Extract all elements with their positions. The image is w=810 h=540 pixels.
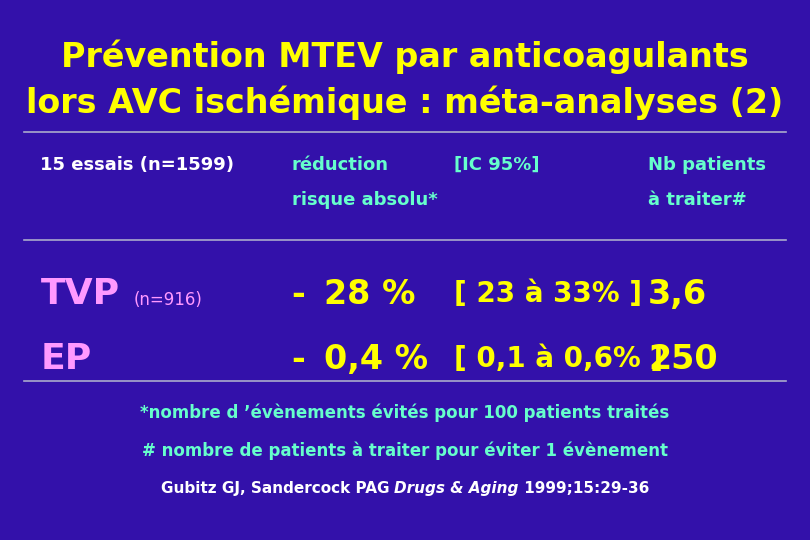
Text: *nombre d ’évènements évités pour 100 patients traités: *nombre d ’évènements évités pour 100 pa…: [140, 404, 670, 422]
Text: 3,6: 3,6: [648, 278, 707, 311]
Text: [IC 95%]: [IC 95%]: [454, 156, 539, 174]
Text: [ 23 à 33% ]: [ 23 à 33% ]: [454, 280, 642, 308]
Text: Nb patients: Nb patients: [648, 156, 766, 174]
Text: -: -: [292, 278, 317, 311]
Text: 15 essais (n=1599): 15 essais (n=1599): [40, 156, 235, 174]
Text: 250: 250: [648, 342, 718, 376]
Text: Drugs & Aging: Drugs & Aging: [394, 481, 519, 496]
Text: 28 %: 28 %: [324, 278, 416, 311]
Text: Prévention MTEV par anticoagulants: Prévention MTEV par anticoagulants: [61, 39, 749, 74]
Text: Gubitz GJ, Sandercock PAG: Gubitz GJ, Sandercock PAG: [160, 481, 394, 496]
Text: -: -: [292, 342, 317, 376]
Text: réduction: réduction: [292, 156, 389, 174]
Text: [ 0,1 à 0,6% ]: [ 0,1 à 0,6% ]: [454, 345, 663, 373]
Text: TVP: TVP: [40, 278, 120, 311]
Text: # nombre de patients à traiter pour éviter 1 évènement: # nombre de patients à traiter pour évit…: [142, 442, 668, 460]
Text: 0,4 %: 0,4 %: [324, 342, 428, 376]
Text: (n=916): (n=916): [134, 291, 202, 309]
Text: 1999;15:29-36: 1999;15:29-36: [519, 481, 650, 496]
Text: risque absolu*: risque absolu*: [292, 191, 437, 209]
Text: lors AVC ischémique : méta-analyses (2): lors AVC ischémique : méta-analyses (2): [27, 85, 783, 120]
Text: EP: EP: [40, 342, 92, 376]
Text: à traiter#: à traiter#: [648, 191, 747, 209]
